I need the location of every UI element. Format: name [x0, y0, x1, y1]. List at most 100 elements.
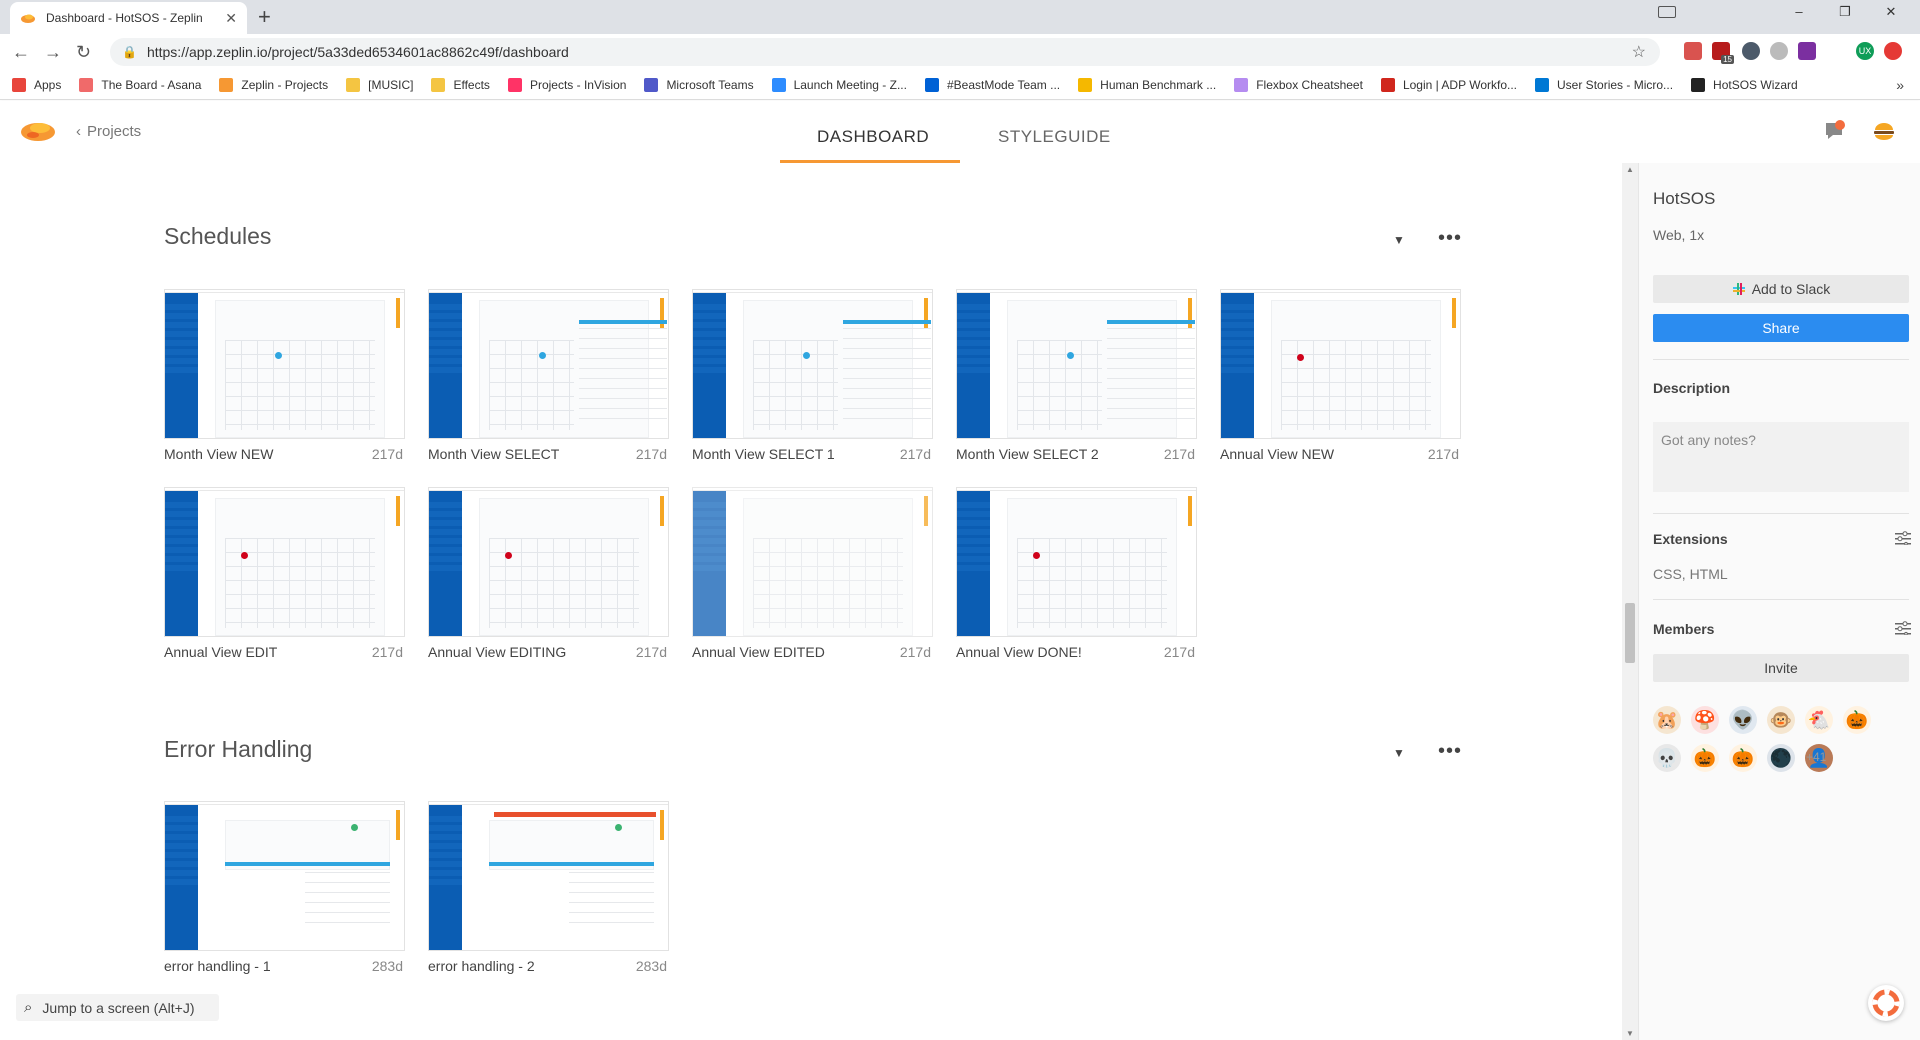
cast-icon[interactable]	[1658, 6, 1676, 18]
bookmark-item[interactable]: Login | ADP Workfo...	[1380, 77, 1517, 92]
screen-thumbnail[interactable]	[692, 289, 933, 439]
bookmark-item[interactable]: Microsoft Teams	[644, 77, 754, 92]
bookmarks-overflow-icon[interactable]: »	[1896, 77, 1904, 93]
member-avatar[interactable]: 🌑	[1767, 744, 1795, 772]
screen-thumbnail[interactable]	[428, 801, 669, 951]
screen-card[interactable]: Month View SELECT 1 217d	[692, 289, 933, 462]
screen-card[interactable]: Month View SELECT 2 217d	[956, 289, 1197, 462]
forward-arrow-icon[interactable]: →	[44, 42, 62, 62]
share-button[interactable]: Share	[1653, 314, 1909, 342]
screen-card[interactable]: Month View SELECT 217d	[428, 289, 669, 462]
onenote-extension-icon[interactable]	[1798, 42, 1816, 60]
member-avatar[interactable]: 👽	[1729, 706, 1757, 734]
screen-card[interactable]: Annual View NEW 217d	[1220, 289, 1461, 462]
projects-back-link[interactable]: ‹ Projects	[76, 123, 141, 140]
screen-thumbnail[interactable]	[428, 289, 669, 439]
screen-card[interactable]: Month View NEW 217d	[164, 289, 405, 462]
screen-thumbnail[interactable]	[956, 289, 1197, 439]
screen-thumbnail[interactable]	[164, 801, 405, 951]
thumb-sidebar-item	[165, 349, 198, 355]
update-extension-icon[interactable]	[1884, 42, 1902, 60]
window-close-button[interactable]: ✕	[1885, 4, 1897, 19]
screen-card[interactable]: Annual View DONE! 217d	[956, 487, 1197, 660]
tab-dashboard[interactable]: DASHBOARD	[817, 127, 930, 146]
tab-close-icon[interactable]: ✕	[225, 9, 237, 26]
description-notes-field[interactable]	[1653, 422, 1909, 492]
member-avatar[interactable]: 🐵	[1767, 706, 1795, 734]
thumb-sidebar-item	[957, 313, 990, 319]
address-bar[interactable]: 🔒 https://app.zeplin.io/project/5a33ded6…	[110, 38, 1660, 66]
pdf-extension-icon[interactable]	[1684, 42, 1702, 60]
main-scrollbar[interactable]: ▲ ▼	[1622, 163, 1638, 1040]
privacy-extension-icon[interactable]	[1742, 42, 1760, 60]
section-more-icon[interactable]: •••	[1438, 740, 1463, 762]
scrollbar-thumb[interactable]	[1625, 603, 1635, 663]
thumb-sidebar-item	[957, 358, 990, 364]
browser-tab[interactable]: Dashboard - HotSOS - Zeplin ✕	[10, 2, 247, 34]
screen-card[interactable]: Annual View EDITED 217d	[692, 487, 933, 660]
member-avatar[interactable]: 💀	[1653, 744, 1681, 772]
new-tab-button[interactable]: +	[258, 4, 271, 29]
window-restore-button[interactable]: ❐	[1839, 4, 1851, 19]
back-arrow-icon[interactable]: ←	[12, 42, 30, 62]
bookmark-item[interactable]: HotSOS Wizard	[1691, 77, 1798, 92]
invite-button[interactable]: Invite	[1653, 654, 1909, 682]
screen-thumbnail[interactable]	[164, 289, 405, 439]
members-settings-icon[interactable]	[1895, 621, 1911, 635]
bookmark-item[interactable]: Projects - InVision	[507, 77, 626, 92]
section-collapse-caret-icon[interactable]: ▼	[1393, 746, 1405, 760]
bookmark-item[interactable]: Human Benchmark ...	[1078, 77, 1216, 92]
tab-styleguide[interactable]: STYLEGUIDE	[998, 127, 1111, 146]
member-avatar[interactable]: 🎃	[1691, 744, 1719, 772]
notifications-icon[interactable]	[1822, 119, 1846, 143]
screen-thumbnail[interactable]	[1220, 289, 1461, 439]
extensions-settings-icon[interactable]	[1895, 531, 1911, 545]
bookmark-item[interactable]: #BeastMode Team ...	[924, 77, 1060, 92]
zeplin-logo-icon[interactable]	[18, 115, 58, 145]
member-avatar[interactable]: 🍄	[1691, 706, 1719, 734]
window-minimize-button[interactable]: –	[1795, 4, 1803, 19]
bookmark-item[interactable]: The Board - Asana	[79, 77, 202, 92]
reload-icon[interactable]: ↻	[76, 42, 92, 62]
bookmark-item[interactable]: Flexbox Cheatsheet	[1234, 77, 1363, 92]
user-avatar[interactable]	[1872, 119, 1896, 143]
section-more-icon[interactable]: •••	[1438, 227, 1463, 249]
bookmark-star-icon[interactable]: ☆	[1631, 44, 1646, 61]
circle-extension-icon[interactable]	[1770, 42, 1788, 60]
more-members-count[interactable]: +41	[1806, 750, 1827, 764]
member-avatar[interactable]: 🎃	[1729, 744, 1757, 772]
thumb-accent	[660, 810, 664, 840]
bookmark-item[interactable]: Apps	[12, 77, 61, 92]
thumb-topbar	[165, 290, 404, 293]
bookmark-item[interactable]: User Stories - Micro...	[1535, 77, 1673, 92]
screen-name: Month View SELECT	[428, 446, 560, 462]
screen-thumbnail[interactable]	[692, 487, 933, 637]
screen-thumbnail[interactable]	[164, 487, 405, 637]
bookmark-item[interactable]: [MUSIC]	[346, 77, 413, 92]
profile-avatar[interactable]: UX	[1856, 42, 1874, 60]
member-avatar[interactable]: 👤	[1805, 744, 1833, 772]
screen-age: 217d	[1163, 446, 1195, 462]
bookmark-label: The Board - Asana	[101, 77, 202, 92]
section-collapse-caret-icon[interactable]: ▼	[1393, 233, 1405, 247]
help-lifebuoy-button[interactable]	[1868, 985, 1904, 1021]
add-to-slack-button[interactable]: Add to Slack	[1653, 275, 1909, 303]
bookmark-item[interactable]: Zeplin - Projects	[219, 77, 328, 92]
member-avatar[interactable]: 🎃	[1843, 706, 1871, 734]
screen-card[interactable]: error handling - 2 283d	[428, 801, 669, 974]
bookmark-item[interactable]: Effects	[431, 77, 490, 92]
thumb-sidebar-item	[429, 331, 462, 337]
member-avatar[interactable]: 🐹	[1653, 706, 1681, 734]
members-heading: Members	[1653, 621, 1715, 637]
screen-card[interactable]: Annual View EDIT 217d	[164, 487, 405, 660]
scroll-down-icon[interactable]: ▼	[1626, 1029, 1634, 1038]
screen-thumbnail[interactable]	[428, 487, 669, 637]
screen-card[interactable]: Annual View EDITING 217d	[428, 487, 669, 660]
lastpass-extension-icon[interactable]: 15	[1712, 42, 1734, 64]
screen-card[interactable]: error handling - 1 283d	[164, 801, 405, 974]
scroll-up-icon[interactable]: ▲	[1626, 165, 1634, 174]
member-avatar[interactable]: 🐔	[1805, 706, 1833, 734]
jump-to-screen-button[interactable]: ⌕ Jump to a screen (Alt+J)	[16, 994, 219, 1021]
bookmark-item[interactable]: Launch Meeting - Z...	[771, 77, 907, 92]
screen-thumbnail[interactable]	[956, 487, 1197, 637]
